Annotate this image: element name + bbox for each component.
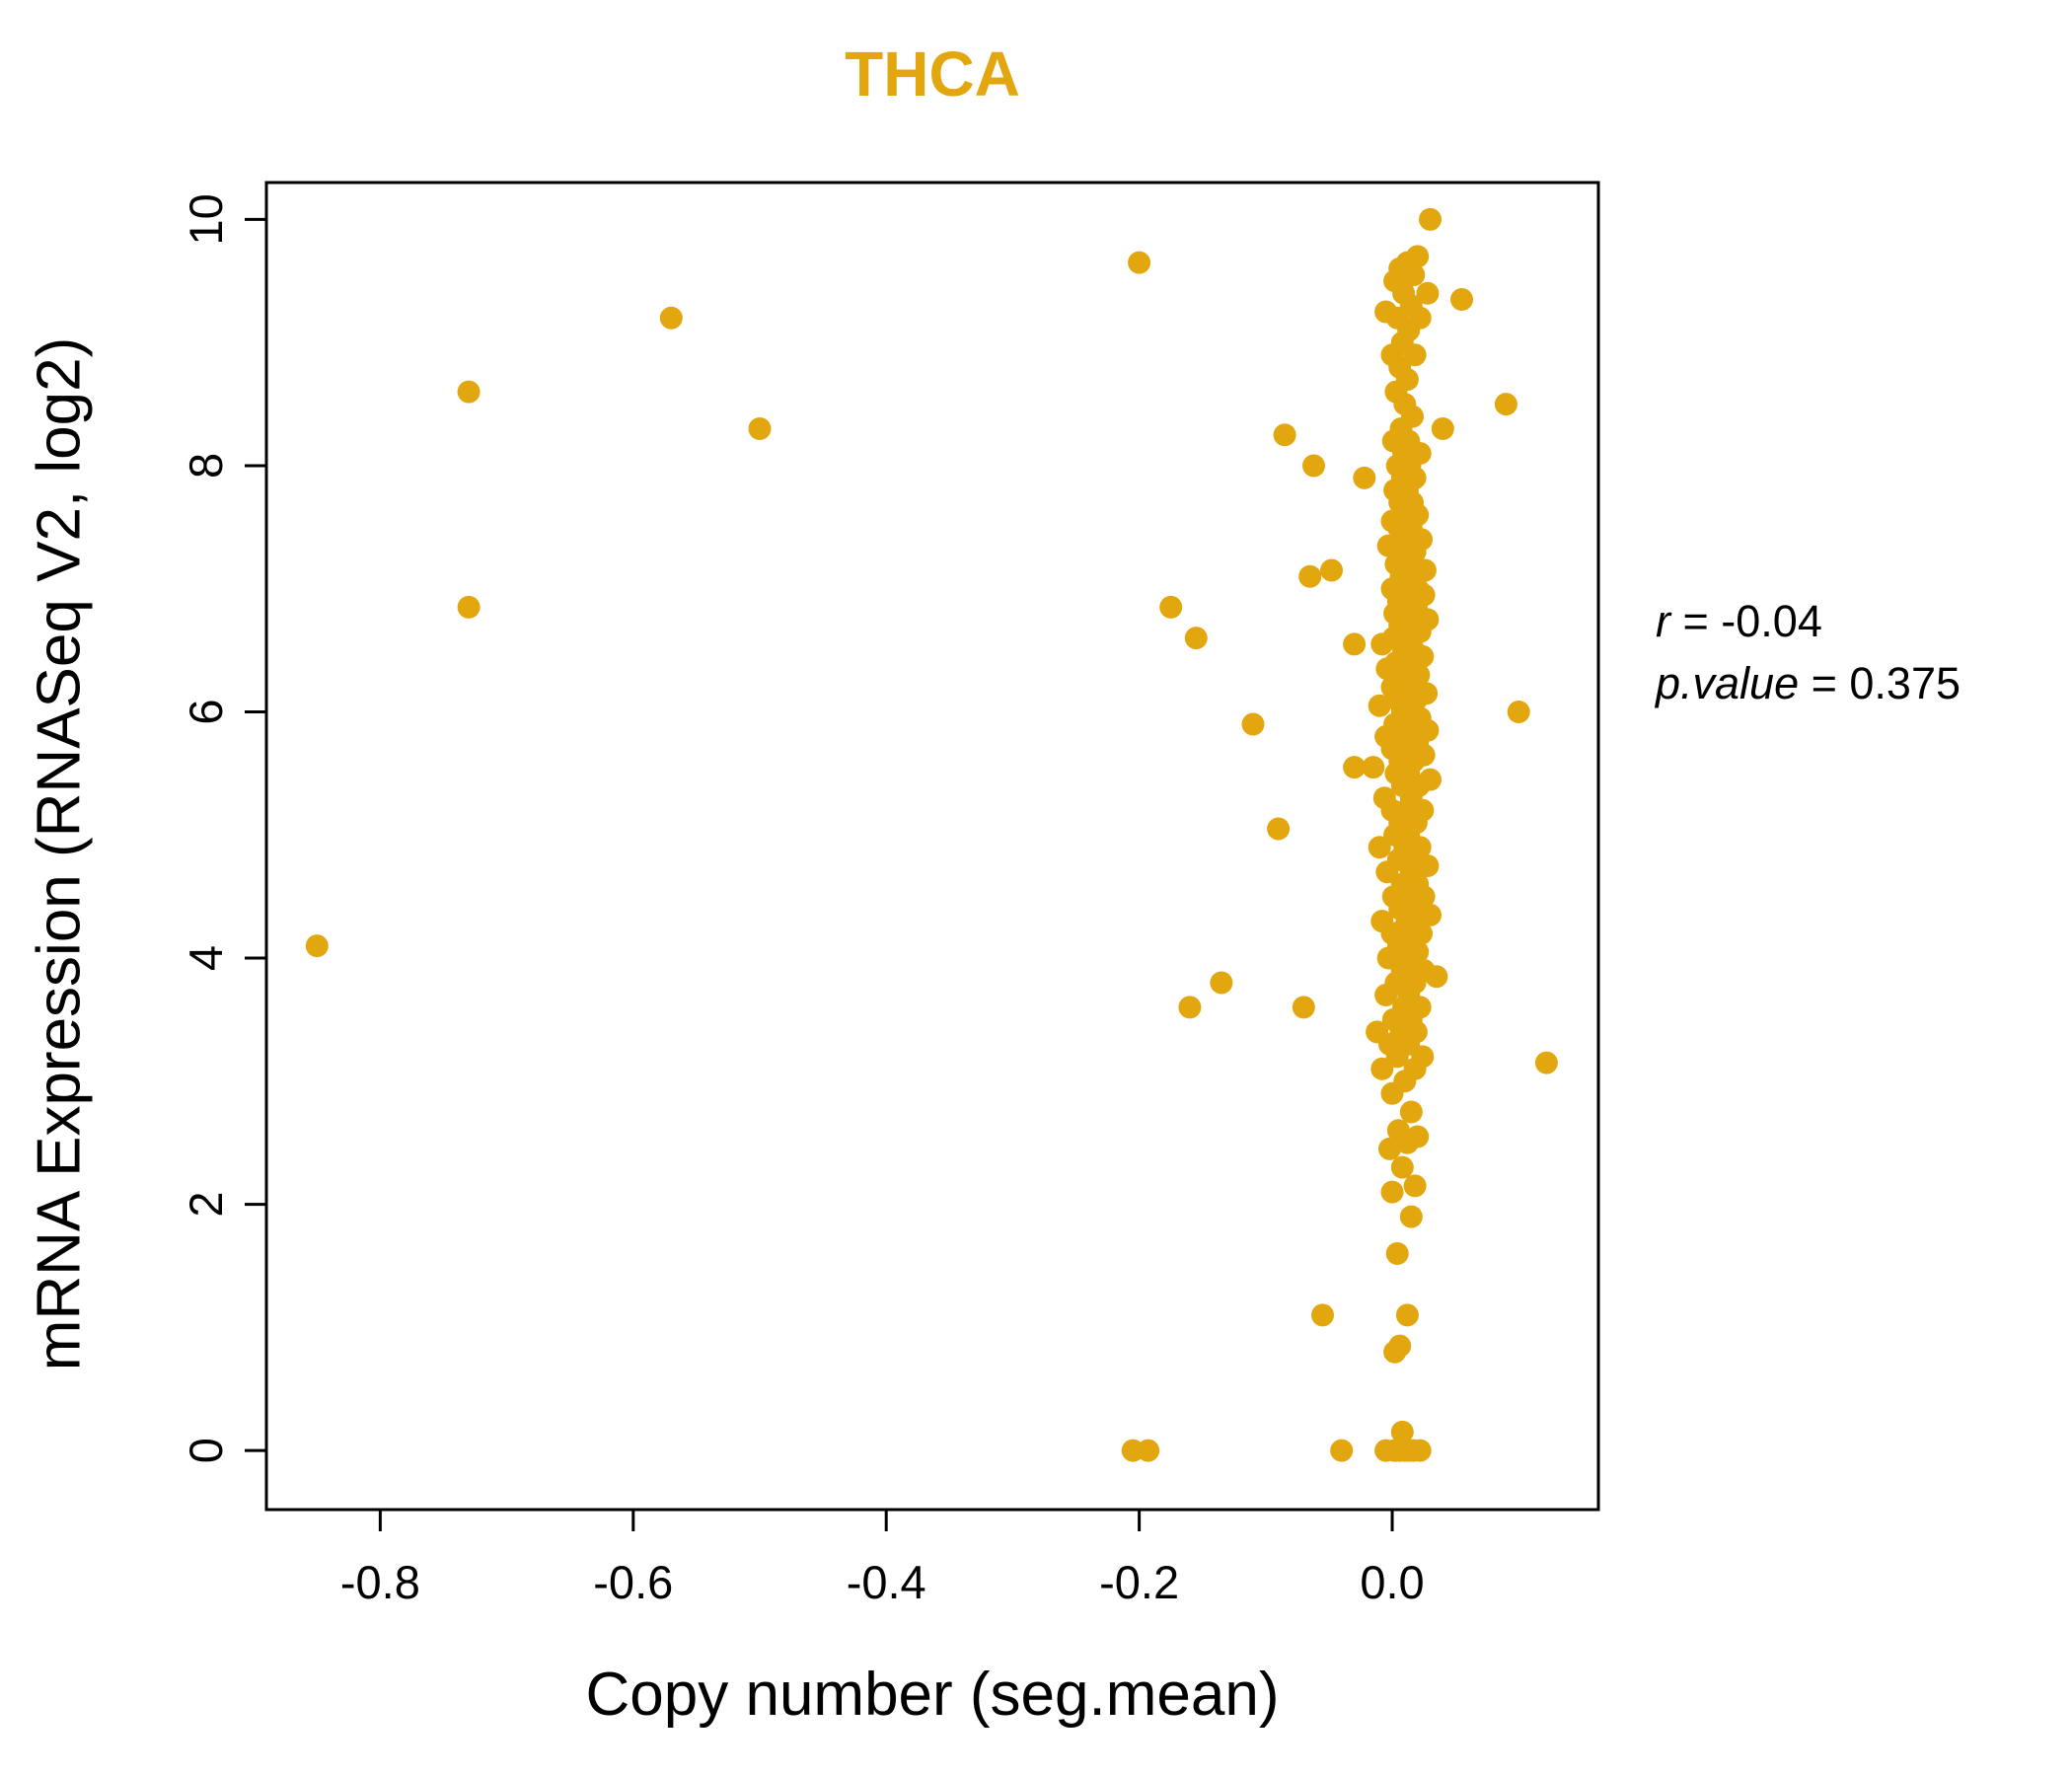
y-axis-label: mRNA Expression (RNASeq V2, log2) [25,336,94,1371]
data-point [1184,627,1208,650]
pvalue-symbol: p.value [1656,658,1800,708]
data-point [457,380,481,404]
data-point [1273,423,1296,447]
data-point [1210,971,1233,995]
x-tick-label: -0.8 [340,1556,420,1608]
data-point [457,595,481,619]
data-point [1534,1051,1558,1074]
x-tick-label: 0.0 [1360,1556,1424,1608]
pvalue-value: = 0.375 [1799,658,1961,708]
data-point [1431,417,1454,440]
data-point [1302,454,1325,478]
data-point [1370,1057,1394,1080]
y-tick-label: 4 [180,945,232,971]
data-point [1368,836,1391,859]
pvalue-line: p.value = 0.375 [1656,652,1961,714]
data-point [1330,1439,1354,1462]
y-tick-label: 0 [180,1438,232,1463]
data-point [1388,1334,1412,1358]
data-point [1450,288,1473,311]
x-tick-label: -0.4 [847,1556,926,1608]
x-tick-label: -0.6 [593,1556,673,1608]
chart-title: THCA [845,38,1020,110]
data-point [1419,207,1442,231]
data-point [1368,694,1391,717]
data-point [1137,1439,1160,1462]
correlation-line: r = -0.04 [1656,590,1961,652]
r-symbol: r [1656,596,1670,646]
data-point [1353,466,1376,489]
data-point [1494,393,1517,416]
data-point [1372,786,1396,810]
data-point [1395,1303,1419,1327]
data-point [1366,1020,1389,1044]
data-point [748,417,772,440]
data-point [1128,251,1151,274]
data-point [1378,1137,1401,1160]
data-point [1406,1125,1430,1148]
data-point [1403,1174,1427,1198]
r-value: = -0.04 [1670,596,1822,646]
plot-border [264,181,1600,1512]
data-point [1406,245,1430,268]
data-point [1419,768,1442,791]
data-point [1267,817,1291,841]
data-point [1390,1420,1414,1443]
data-point [1298,564,1322,588]
y-tick-label: 8 [180,453,232,479]
stats-annotation: r = -0.04 p.value = 0.375 [1656,590,1961,714]
data-point [1399,1205,1423,1228]
y-tick-label: 10 [180,193,232,245]
data-point [1385,1242,1409,1265]
data-point [1376,534,1400,557]
data-point [1416,281,1440,305]
data-point [1399,1100,1423,1124]
data-point [1292,996,1315,1019]
x-axis-label: Copy number (seg.mean) [585,1661,1280,1729]
data-point [1415,682,1439,705]
data-point [1320,558,1343,582]
data-point [1311,1303,1334,1327]
data-point [1159,595,1183,619]
data-point [1390,1155,1414,1179]
data-point [1362,756,1385,779]
data-point [1370,910,1394,933]
data-point [1343,632,1367,656]
x-tick-label: -0.2 [1099,1556,1179,1608]
data-point [1374,300,1398,324]
data-point [1507,701,1530,723]
data-point [1413,558,1437,582]
data-point [1178,996,1202,1019]
y-tick-label: 6 [180,699,232,724]
data-point [1386,1119,1410,1143]
data-point [305,934,329,958]
y-tick-label: 2 [180,1192,232,1218]
data-point [659,306,683,330]
data-point [1380,1180,1404,1204]
data-point [1343,756,1367,779]
data-point [1241,712,1265,736]
data-point [1412,959,1436,982]
data-point [1408,1439,1432,1462]
